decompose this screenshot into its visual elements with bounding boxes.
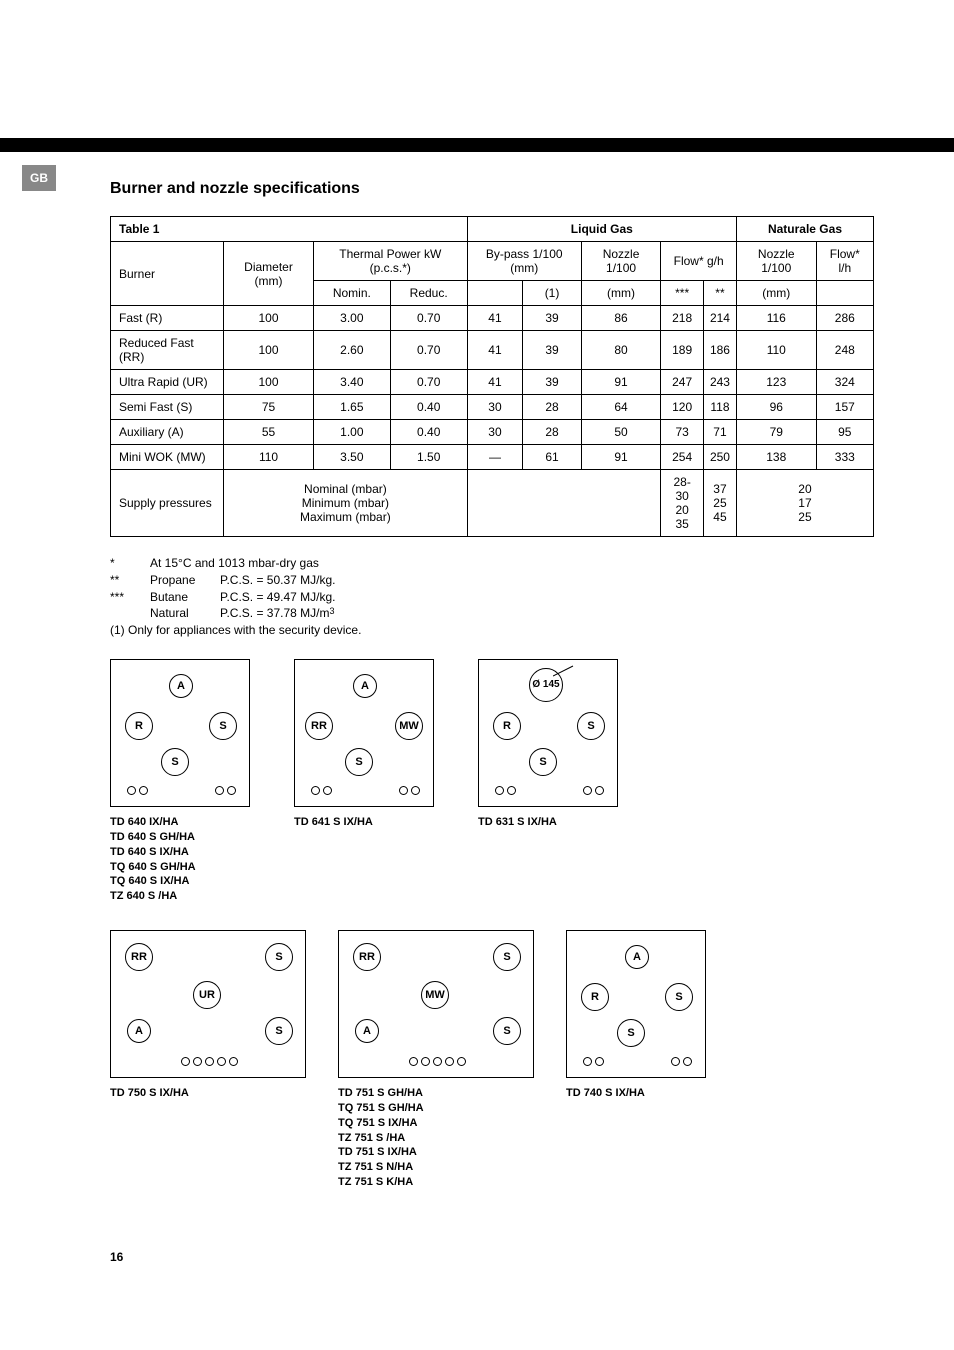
diagram-td751: RR S MW A S — [338, 930, 534, 1078]
diagrams-row-1: A R S S TD 640 IX/HA TD 640 S GH/HA TD 6… — [110, 659, 874, 904]
diagrams-row-2: RR S UR A S TD 750 S IX/HA RR S MW A S T… — [110, 930, 874, 1190]
table-row: Semi Fast (S)751.650.4030286412011896157 — [111, 395, 874, 420]
supply-c3: 20 17 25 — [736, 470, 873, 537]
col-burner: Burner — [111, 242, 224, 306]
models-td750: TD 750 S IX/HA — [110, 1086, 306, 1101]
table-row: Ultra Rapid (UR)1003.400.704139912472431… — [111, 370, 874, 395]
col-nozzle-l: Nozzle 1/100 — [581, 242, 661, 281]
sub-one: (1) — [523, 281, 581, 306]
col-flow-l: Flow* g/h — [661, 242, 737, 281]
col-diam: Diameter (mm) — [224, 242, 314, 306]
models-td740: TD 740 S IX/HA — [566, 1086, 706, 1101]
models-td640: TD 640 IX/HA TD 640 S GH/HA TD 640 S IX/… — [110, 815, 250, 904]
sub-mm1: (mm) — [581, 281, 661, 306]
sub-reduc: Reduc. — [390, 281, 467, 306]
table-row: Auxiliary (A)551.000.4030285073717995 — [111, 420, 874, 445]
col-flow-n: Flow* l/h — [816, 242, 873, 281]
table-row: Fast (R)1003.000.70413986218214116286 — [111, 306, 874, 331]
supply-lines: Nominal (mbar) Minimum (mbar) Maximum (m… — [224, 470, 468, 537]
sub-nomin: Nomin. — [313, 281, 390, 306]
group-liquid: Liquid Gas — [467, 217, 736, 242]
col-nozzle-n: Nozzle 1/100 — [736, 242, 816, 281]
col-thermal: Thermal Power kW (p.c.s.*) — [313, 242, 467, 281]
group-natural: Naturale Gas — [736, 217, 873, 242]
diagram-td640: A R S S — [110, 659, 250, 807]
table-row: Mini WOK (MW)1103.501.50—619125425013833… — [111, 445, 874, 470]
diagram-td641: A RR MW S — [294, 659, 434, 807]
table-row: Reduced Fast (RR)1002.600.70413980189186… — [111, 331, 874, 370]
page-number: 16 — [110, 1250, 954, 1264]
supply-label: Supply pressures — [111, 470, 224, 537]
spec-table: Table 1 Liquid Gas Naturale Gas Burner D… — [110, 216, 874, 537]
col-bypass: By-pass 1/100 (mm) — [467, 242, 581, 281]
models-td641: TD 641 S IX/HA — [294, 815, 434, 830]
models-td631: TD 631 S IX/HA — [478, 815, 618, 830]
sub-s3: *** — [661, 281, 704, 306]
language-tab: GB — [22, 165, 56, 191]
header-bar — [0, 138, 954, 152]
footnotes: *At 15°C and 1013 mbar-dry gas **Propane… — [110, 555, 874, 639]
diagram-td750: RR S UR A S — [110, 930, 306, 1078]
diagram-td740: A R S S — [566, 930, 706, 1078]
diagram-td631: Ø 145 R S S — [478, 659, 618, 807]
supply-c1: 28-30 20 35 — [661, 470, 704, 537]
sub-s2: ** — [703, 281, 736, 306]
supply-c2: 37 25 45 — [703, 470, 736, 537]
models-td751: TD 751 S GH/HA TQ 751 S GH/HA TQ 751 S I… — [338, 1086, 534, 1190]
section-title: Burner and nozzle specifications — [110, 180, 874, 198]
sub-mm2: (mm) — [736, 281, 816, 306]
table-caption: Table 1 — [111, 217, 468, 242]
